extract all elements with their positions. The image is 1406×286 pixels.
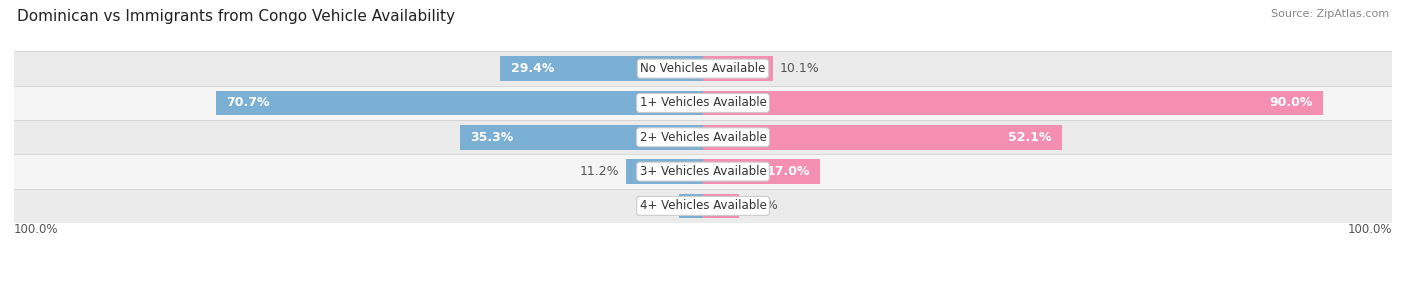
Bar — [14, 154, 1392, 189]
Text: 70.7%: 70.7% — [226, 96, 270, 110]
Text: No Vehicles Available: No Vehicles Available — [640, 62, 766, 75]
Text: Dominican vs Immigrants from Congo Vehicle Availability: Dominican vs Immigrants from Congo Vehic… — [17, 9, 456, 23]
Text: 1+ Vehicles Available: 1+ Vehicles Available — [640, 96, 766, 110]
Text: 11.2%: 11.2% — [579, 165, 619, 178]
Text: 2+ Vehicles Available: 2+ Vehicles Available — [640, 131, 766, 144]
Text: Source: ZipAtlas.com: Source: ZipAtlas.com — [1271, 9, 1389, 19]
Bar — [703, 56, 772, 81]
Text: 52.1%: 52.1% — [1008, 131, 1052, 144]
Text: 35.3%: 35.3% — [470, 131, 513, 144]
Bar — [217, 91, 703, 115]
Text: 3.5%: 3.5% — [640, 199, 672, 212]
Bar — [703, 125, 1062, 150]
Bar — [626, 159, 703, 184]
Bar — [703, 91, 1323, 115]
Text: 100.0%: 100.0% — [1347, 223, 1392, 236]
Text: 17.0%: 17.0% — [766, 165, 810, 178]
Text: 5.2%: 5.2% — [745, 199, 778, 212]
Bar — [460, 125, 703, 150]
Bar — [679, 194, 703, 218]
Bar — [14, 51, 1392, 86]
Bar — [14, 86, 1392, 120]
Text: 90.0%: 90.0% — [1270, 96, 1313, 110]
Bar — [703, 159, 820, 184]
Bar — [14, 120, 1392, 154]
Text: 3+ Vehicles Available: 3+ Vehicles Available — [640, 165, 766, 178]
Text: 4+ Vehicles Available: 4+ Vehicles Available — [640, 199, 766, 212]
Text: 29.4%: 29.4% — [510, 62, 554, 75]
Text: 100.0%: 100.0% — [14, 223, 59, 236]
Bar — [14, 189, 1392, 223]
Bar — [703, 194, 738, 218]
Bar — [501, 56, 703, 81]
Text: 10.1%: 10.1% — [779, 62, 820, 75]
